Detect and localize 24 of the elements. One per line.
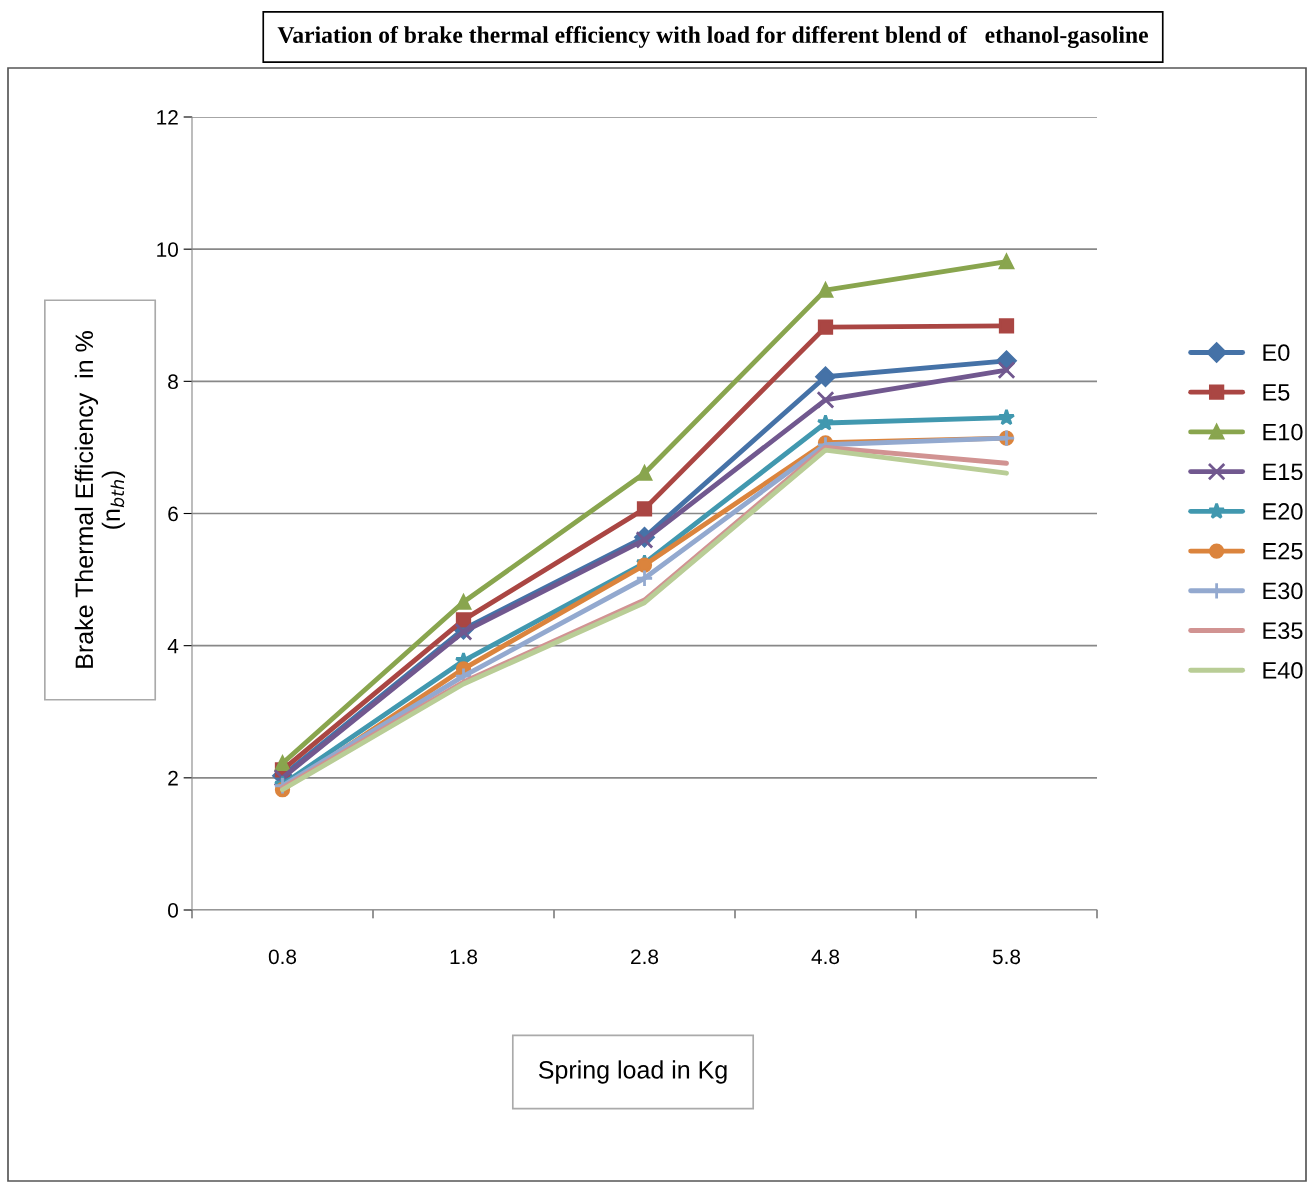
legend-label: E5 [1263, 384, 1290, 401]
legend-label: E15 [1263, 463, 1303, 481]
legend-label: E10 [1263, 423, 1303, 441]
y-tick-label: 8 [168, 374, 178, 390]
x-axis-title: Spring load in Kg [538, 1060, 727, 1084]
y-tick-label: 12 [157, 110, 178, 125]
legend-label: E20 [1263, 503, 1303, 520]
chart-title: Variation of brake thermal efficiency with load for different blend of ethanol-gasoline [277, 26, 1148, 48]
x-tick-label: 5.8 [992, 949, 1021, 965]
y-tick-label: 4 [167, 638, 179, 654]
y-tick-label: 0 [168, 903, 178, 918]
y-axis-title: Brake Thermal Efficiency in % (n$_{bth}$) [74, 331, 126, 668]
legend-label: E0 [1263, 344, 1290, 361]
legend-label: E35 [1263, 622, 1303, 639]
x-tick-label: 4.8 [811, 949, 840, 965]
legend-label: E30 [1263, 582, 1303, 600]
y-tick-label: 6 [168, 506, 178, 522]
x-tick-label: 0.8 [268, 949, 297, 965]
x-tick-label: 1.8 [450, 949, 478, 965]
y-tick-label: 2 [168, 770, 178, 786]
y-tick-label: 10 [157, 242, 178, 257]
legend-label: E25 [1263, 542, 1303, 560]
legend-label: E40 [1263, 661, 1303, 679]
x-tick-label: 2.8 [631, 949, 659, 965]
